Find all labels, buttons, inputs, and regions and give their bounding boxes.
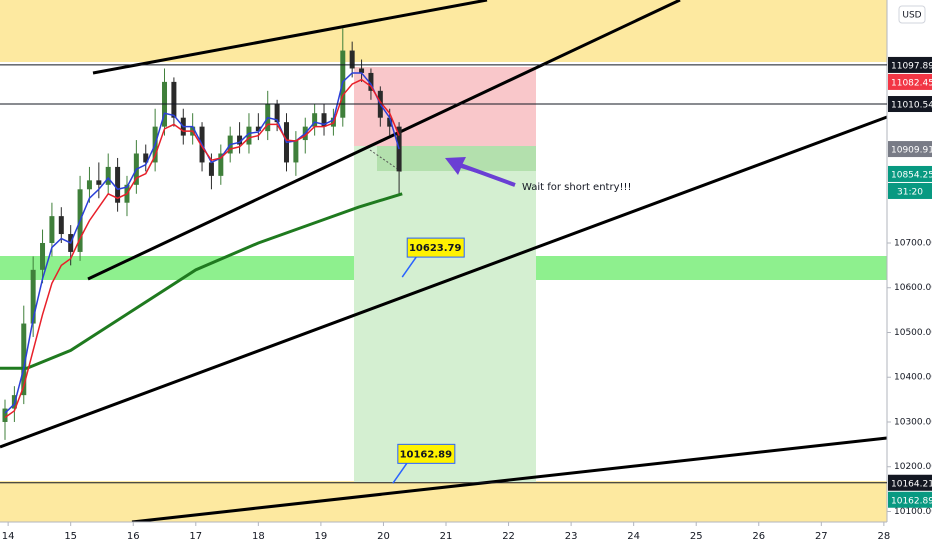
callout-box xyxy=(397,443,456,464)
candle-body xyxy=(40,242,46,270)
trendline xyxy=(92,0,488,75)
x-tick-label: 27 xyxy=(815,531,828,542)
trendline xyxy=(0,115,888,449)
trendline xyxy=(131,436,888,524)
price-axis xyxy=(887,0,932,550)
x-tick-label: 25 xyxy=(690,531,703,542)
candle-body xyxy=(49,216,55,243)
target-box xyxy=(354,146,536,482)
price-tag xyxy=(888,141,932,158)
arrow-shaft xyxy=(454,161,516,187)
price-tag-label: 10162.89 xyxy=(891,496,932,506)
currency-box xyxy=(898,5,926,24)
resistance-zone xyxy=(0,0,887,62)
x-tick-label: 19 xyxy=(315,531,328,542)
candle-body xyxy=(115,166,121,203)
candle-body xyxy=(143,153,149,163)
x-tick-label: 20 xyxy=(377,531,390,542)
candle-body xyxy=(218,153,224,176)
callout-box xyxy=(406,237,465,258)
x-tick-label: 17 xyxy=(189,531,202,542)
x-tick-label: 26 xyxy=(752,531,765,542)
candle-body xyxy=(246,126,252,145)
price-tag-label: 10909.91 xyxy=(891,146,932,156)
candle-body xyxy=(396,126,402,172)
price-tag-label: 10164.21 xyxy=(891,479,932,489)
candle-body xyxy=(293,140,299,163)
trendlines xyxy=(0,0,888,524)
time-axis xyxy=(0,522,887,550)
callout-pointer xyxy=(392,462,408,484)
x-tick-label: 15 xyxy=(64,531,77,542)
candle-body xyxy=(312,113,318,127)
callout-label: 10162.89 xyxy=(400,449,453,460)
note: Wait for short entry!!! xyxy=(522,182,632,193)
x-tick-label: 24 xyxy=(627,531,640,542)
x-tick-label: 16 xyxy=(127,531,140,542)
countdown: 31:20 xyxy=(897,187,923,197)
y-tick-label: 10400.00 xyxy=(894,373,932,383)
x-tick-label: 14 xyxy=(2,531,15,542)
candle-body xyxy=(274,104,280,123)
x-tick-label: 22 xyxy=(502,531,515,542)
candle-body xyxy=(208,162,214,176)
price-tag-label: 11082.45 xyxy=(891,78,932,88)
candle-body xyxy=(368,72,374,91)
candle-body xyxy=(237,135,243,145)
candle-body xyxy=(387,117,393,127)
price-tag xyxy=(888,56,932,73)
price-tag xyxy=(888,96,932,113)
candle-body xyxy=(30,269,36,324)
trendline xyxy=(87,0,681,281)
plot xyxy=(0,28,403,440)
candle-body xyxy=(2,408,8,422)
x-tick-label: 21 xyxy=(440,531,453,542)
candle-body xyxy=(105,166,111,185)
x-tick-label: 23 xyxy=(565,531,578,542)
x-tick-label: 28 xyxy=(878,531,891,542)
candle-body xyxy=(96,180,102,185)
y-tick-label: 10300.00 xyxy=(894,417,932,427)
candle-body xyxy=(58,216,64,235)
candle-body xyxy=(171,81,177,118)
currency: USD xyxy=(902,11,921,21)
ema-line xyxy=(4,72,400,414)
price-tag xyxy=(888,165,932,182)
price-tag xyxy=(888,73,932,90)
candle-body xyxy=(349,50,355,69)
moving-average xyxy=(0,192,403,370)
ema-line xyxy=(4,78,400,419)
price-tag xyxy=(888,474,932,491)
y-tick-label: 10100.00 xyxy=(894,507,932,517)
countdown-tag xyxy=(888,182,932,199)
candle-body xyxy=(321,113,327,127)
x-tick-label: 18 xyxy=(252,531,265,542)
price-tag xyxy=(888,491,932,508)
candle-body xyxy=(86,180,92,190)
y-tick-label: 10600.00 xyxy=(894,283,932,293)
y-tick-label: 10500.00 xyxy=(894,328,932,338)
callout-pointer xyxy=(401,256,417,278)
y-tick-label: 10200.00 xyxy=(894,462,932,472)
price-tag-label: 11097.89 xyxy=(891,61,932,71)
y-tick-label: 10700.00 xyxy=(894,238,932,248)
price-tag-label: 10854.25 xyxy=(891,170,932,180)
candle-body xyxy=(255,126,261,132)
candle-body xyxy=(21,323,27,396)
candle-body xyxy=(359,68,365,73)
callout-label: 10623.79 xyxy=(409,243,462,254)
price-tag-label: 11010.54 xyxy=(891,101,932,111)
